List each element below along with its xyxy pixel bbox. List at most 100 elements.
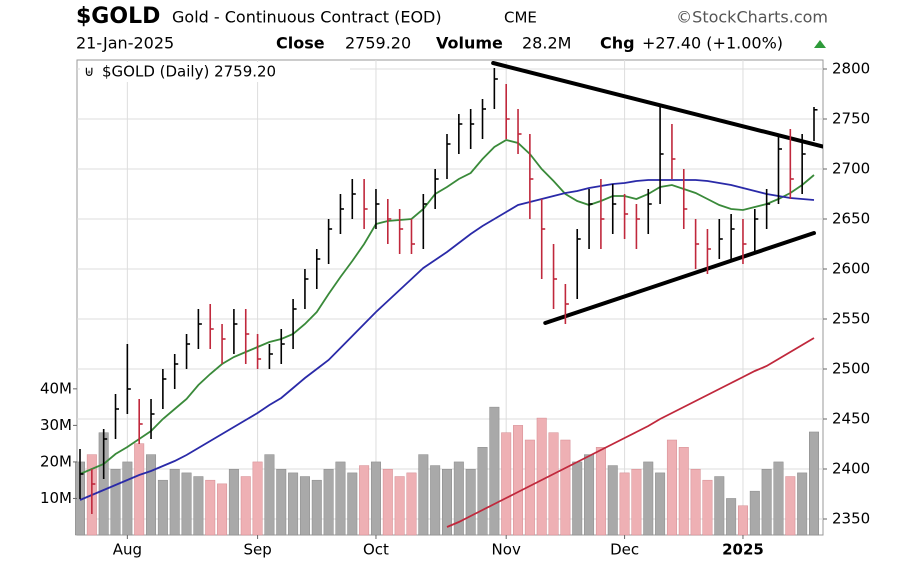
volume-bar (157, 479, 168, 536)
volume-bar (359, 465, 370, 536)
volume-bar (193, 476, 204, 536)
volume-bar (607, 465, 618, 536)
trendline (543, 231, 816, 325)
legend-box (80, 62, 350, 82)
volume-bar (749, 490, 760, 536)
volume-bar (477, 447, 488, 536)
x-tick-label: Aug (113, 541, 142, 559)
volume-bar (572, 461, 583, 536)
y-tick-label: 2400 (832, 460, 870, 478)
x-tick-label: Oct (363, 541, 389, 559)
volume-bar (655, 472, 666, 536)
volume-bar (690, 468, 701, 536)
x-tick-label: Sep (243, 541, 271, 559)
volume-tick-label: 40M (40, 379, 72, 397)
volume-bar (418, 454, 429, 536)
volume-bar (453, 461, 464, 536)
volume-bar (169, 468, 180, 536)
moving-average (446, 337, 815, 528)
date: 21-Jan-2025 (76, 34, 174, 53)
volume-bar (311, 479, 322, 536)
y-tick-label: 2500 (832, 360, 870, 378)
volume-bar (240, 476, 251, 536)
axis-layer: 2350 2400 2450 2500 2550 2600 2650 2700 2750 2800… (40, 60, 870, 559)
y-tick-label: 2450 (832, 410, 870, 428)
volume-bar (536, 417, 547, 536)
volume-bar (252, 461, 263, 536)
y-tick-label: 2700 (832, 160, 870, 178)
volume-bar (619, 472, 630, 536)
volume-bar (347, 472, 358, 536)
volume-label: Volume (436, 34, 503, 53)
trendline (491, 61, 823, 149)
y-tick-label: 2550 (832, 310, 870, 328)
volume-bar (430, 465, 441, 536)
close-value: 2759.20 (345, 34, 411, 53)
volume-bar (737, 505, 748, 536)
volume-bar (110, 468, 121, 536)
close-label: Close (276, 34, 325, 53)
volume-bar (548, 432, 559, 536)
volume-bar (797, 472, 808, 536)
volume-bar (773, 461, 784, 536)
volume-bar (264, 454, 275, 536)
volume-bar (761, 468, 772, 536)
volume-bar (134, 443, 145, 536)
volume-bar (595, 447, 606, 536)
volume-bar (276, 468, 287, 536)
exchange: CME (504, 9, 537, 27)
volume-bar (228, 468, 239, 536)
line-layer (79, 61, 823, 528)
moving-average (79, 179, 815, 501)
volume-bar (335, 461, 346, 536)
volume-bar (382, 468, 393, 536)
volume-bar (122, 461, 133, 536)
volume-bar (288, 472, 299, 536)
legend: $GOLD (Daily) 2759.20 (102, 63, 276, 81)
volume-bar (584, 454, 595, 536)
source: ©StockCharts.com (676, 8, 828, 27)
volume-bar (809, 431, 819, 536)
volume-bar (205, 479, 216, 536)
volume-tick-label: 10M (40, 489, 72, 507)
volume-bar (501, 432, 512, 536)
change-label: Chg (600, 34, 635, 53)
volume-bar (406, 472, 417, 536)
chart-title: $GOLD (76, 4, 160, 29)
volume-bar (370, 461, 381, 536)
volume-bar (702, 479, 713, 536)
x-tick-label: Dec (610, 541, 639, 559)
y-tick-label: 2350 (832, 510, 870, 528)
volume-bar (217, 483, 228, 536)
up-arrow (814, 40, 826, 48)
volume-tick-label: 30M (40, 416, 72, 434)
x-tick-label: Nov (492, 541, 521, 559)
volume-bar (666, 439, 677, 536)
y-tick-label: 2800 (832, 60, 870, 78)
y-tick-label: 2750 (832, 110, 870, 128)
volume-bar (299, 476, 310, 536)
change-value: +27.40 (+1.00%) (642, 34, 783, 53)
volume-bar (631, 468, 642, 536)
plot-area (76, 59, 824, 536)
volume-bar (714, 476, 725, 536)
volume-bar (181, 472, 192, 536)
volume-bar (489, 406, 500, 536)
legend-icon: ⊎ (84, 64, 94, 80)
volume-value: 28.2M (522, 34, 571, 53)
volume-bar (442, 468, 452, 536)
volume-bar (560, 439, 571, 536)
volume-bar (513, 425, 524, 536)
volume-bar (785, 476, 796, 536)
volume-layer (75, 406, 819, 536)
chart-subtitle: Gold - Continuous Contract (EOD) (172, 8, 442, 27)
price-layer (79, 68, 818, 514)
y-tick-label: 2600 (832, 260, 870, 278)
volume-tick-label: 20M (40, 452, 72, 470)
x-tick-label: 2025 (722, 541, 764, 559)
moving-average (79, 139, 815, 475)
volume-bar (394, 476, 405, 536)
volume-bar (678, 447, 689, 536)
